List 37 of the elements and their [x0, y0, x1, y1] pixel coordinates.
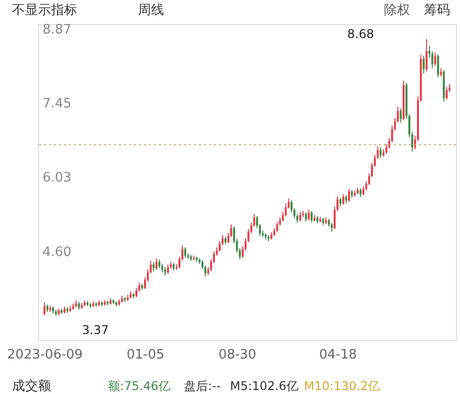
candlestick — [155, 258, 158, 270]
text: M5:102.6亿 — [230, 379, 298, 393]
candlestick — [446, 86, 448, 100]
candlestick — [166, 264, 169, 274]
text: 周线 — [138, 3, 164, 18]
y-tick-label: 4.60 — [42, 245, 72, 260]
candlestick — [276, 221, 278, 232]
candlestick — [380, 146, 382, 158]
annotation: 3.37 — [82, 323, 109, 337]
text: 盘后:-- — [184, 379, 221, 393]
y-tick-label: 8.87 — [42, 22, 72, 38]
text: 额:75.46亿 — [108, 379, 170, 393]
annotation: 8.68 — [347, 27, 374, 41]
y-tick-label: 7.45 — [42, 96, 72, 112]
x-tick-label: 2023-06-09 — [7, 348, 83, 362]
candlestick — [437, 54, 440, 78]
text: M10:130.2亿 — [304, 379, 380, 393]
text: 不显示指标 — [12, 3, 77, 18]
candlestick — [152, 261, 155, 272]
candlestick — [310, 210, 313, 223]
candlestick — [308, 209, 310, 221]
text: 筹码 — [424, 3, 450, 18]
text: 除权 — [384, 3, 410, 18]
candlestick — [426, 38, 428, 72]
candlestick — [184, 246, 186, 258]
candlestick — [43, 302, 46, 316]
x-tick-label: 01-05 — [126, 348, 164, 362]
candlestick — [342, 194, 344, 206]
y-tick-label: 6.03 — [42, 170, 72, 186]
x-tick-label: 08-30 — [218, 348, 256, 362]
candlestick — [299, 211, 302, 222]
candlestick — [348, 188, 350, 202]
candlestick — [422, 55, 425, 74]
candlestick — [400, 108, 402, 123]
text: 成交额 — [12, 378, 51, 394]
x-tick-label: 04-18 — [319, 348, 357, 362]
candlestick — [434, 52, 436, 67]
